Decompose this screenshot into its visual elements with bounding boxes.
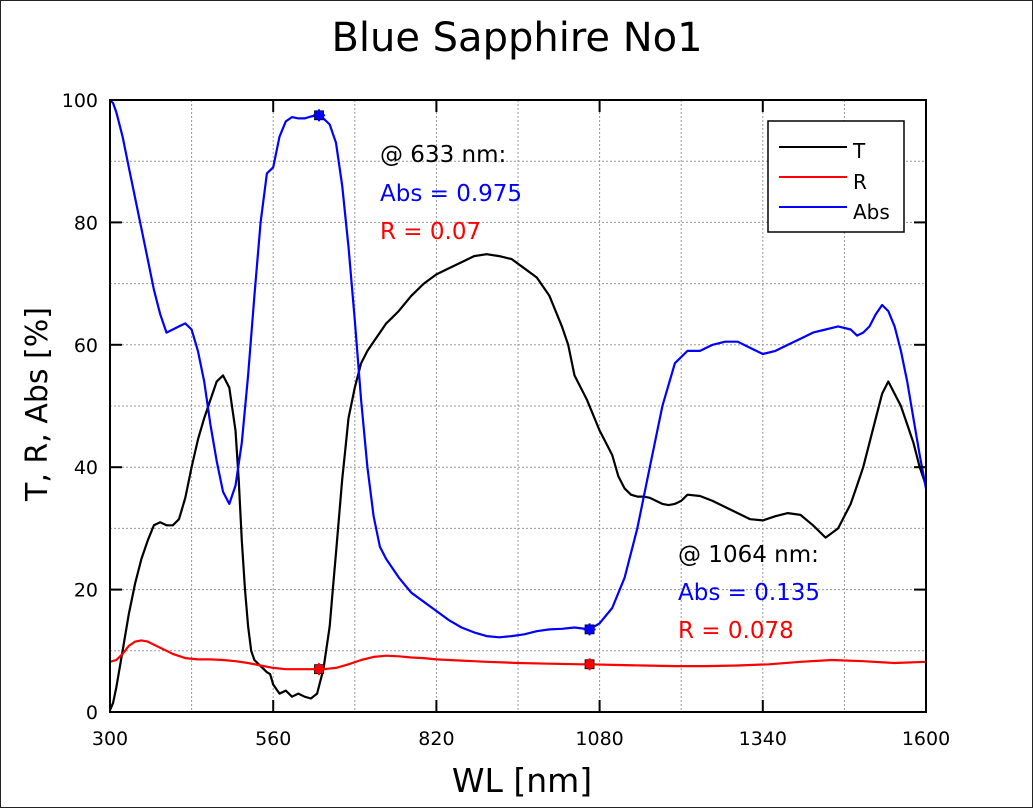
annotation-1064-header: @ 1064 nm: — [678, 542, 819, 568]
annotation-1064-r: R = 0.078 — [678, 618, 794, 644]
x-tick-label: 1600 — [902, 728, 950, 750]
series-line-abs — [109, 99, 928, 639]
y-tick-label: 0 — [86, 702, 98, 724]
x-tick-label: 300 — [92, 728, 128, 750]
series-line-r — [109, 639, 927, 671]
marker-layer — [313, 109, 596, 676]
tick-labels: 300 560 820 1080 1340 1600 0 20 40 60 80 100 — [62, 90, 950, 750]
annotation-633-header: @ 633 nm: — [380, 142, 506, 168]
x-tick-label: 820 — [418, 728, 454, 750]
legend-label-t: T — [852, 139, 866, 163]
x-tick-label: 560 — [255, 728, 291, 750]
x-axis-label: WL [nm] — [452, 761, 592, 800]
x-tick-label: 1340 — [739, 728, 787, 750]
legend-label-r: R — [853, 170, 867, 194]
series-layer — [108, 99, 928, 711]
y-tick-label: 40 — [74, 457, 98, 479]
y-tick-label: 100 — [62, 90, 98, 112]
plot-area-border — [109, 99, 927, 713]
annotation-1064nm: @ 1064 nm: Abs = 0.135 R = 0.078 — [678, 542, 820, 644]
series-line-t — [108, 253, 928, 711]
y-tick-label: 80 — [74, 212, 98, 234]
legend-label-abs: Abs — [853, 200, 890, 224]
annotation-633-abs: Abs = 0.975 — [380, 181, 522, 207]
x-tick-label: 1080 — [575, 728, 623, 750]
y-tick-label: 60 — [74, 335, 98, 357]
y-axis-label: T, R, Abs [%] — [20, 307, 55, 502]
annotation-633-r: R = 0.07 — [380, 219, 481, 245]
annotation-633nm: @ 633 nm: Abs = 0.975 R = 0.07 — [380, 142, 522, 245]
chart-title: Blue Sapphire No1 — [331, 15, 702, 61]
ticks — [109, 99, 927, 713]
legend: T R Abs — [767, 120, 905, 233]
y-tick-label: 20 — [74, 580, 98, 602]
annotation-1064-abs: Abs = 0.135 — [678, 580, 820, 606]
